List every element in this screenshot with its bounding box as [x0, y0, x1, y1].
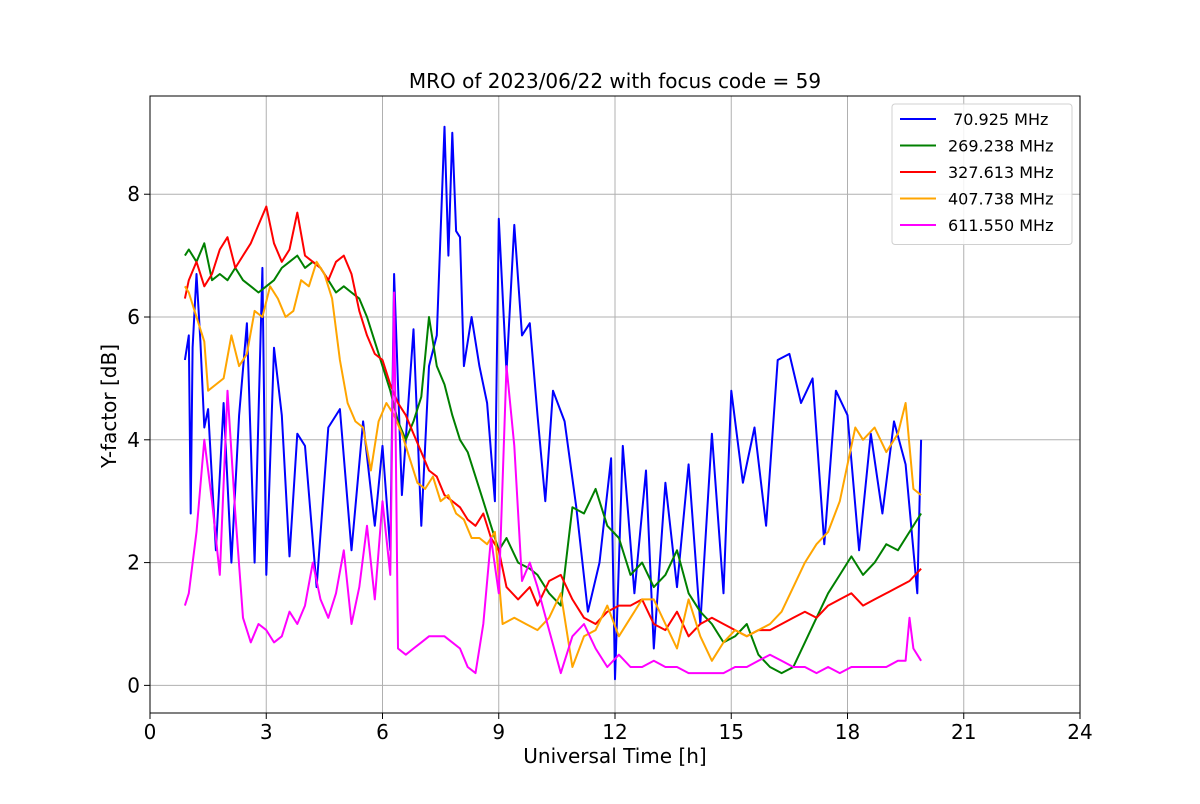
- x-tick-label: 9: [492, 720, 505, 744]
- series-lines: [183, 125, 923, 681]
- series-line-407-738: [184, 260, 922, 668]
- y-tick-label: 2: [127, 551, 140, 575]
- y-tick-label: 4: [127, 428, 140, 452]
- series-line-70-925: [183, 125, 923, 681]
- chart-title: MRO of 2023/06/22 with focus code = 59: [409, 69, 821, 93]
- y-tick-label: 6: [127, 305, 140, 329]
- legend-label: 70.925 MHz: [948, 110, 1048, 129]
- x-tick-label: 12: [602, 720, 627, 744]
- x-tick-label: 21: [951, 720, 976, 744]
- x-tick-label: 3: [260, 720, 273, 744]
- x-tick-label: 18: [835, 720, 860, 744]
- legend-label: 327.613 MHz: [948, 163, 1053, 182]
- x-tick-label: 0: [144, 720, 157, 744]
- legend-box: [891, 103, 1073, 245]
- y-tick-label: 0: [127, 673, 140, 697]
- y-axis: 0 2 4 6 8: [127, 182, 150, 697]
- y-tick-label: 8: [127, 182, 140, 206]
- legend-label: 611.550 MHz: [948, 216, 1053, 235]
- x-axis: 0 3 6 9 12 15 18 21 24: [144, 713, 1093, 744]
- x-tick-label: 24: [1067, 720, 1092, 744]
- x-axis-label: Universal Time [h]: [523, 744, 706, 768]
- series-line-269-238: [184, 242, 922, 675]
- x-tick-label: 15: [719, 720, 744, 744]
- legend: 70.925 MHz 269.238 MHz 327.613 MHz 407.738 …: [891, 103, 1073, 245]
- series-line-327-613: [183, 205, 922, 638]
- series-line-611-550: [183, 291, 922, 675]
- y-axis-label: Y-factor [dB]: [97, 344, 121, 469]
- legend-label: 407.738 MHz: [948, 190, 1053, 209]
- legend-label: 269.238 MHz: [948, 137, 1053, 156]
- x-tick-label: 6: [376, 720, 389, 744]
